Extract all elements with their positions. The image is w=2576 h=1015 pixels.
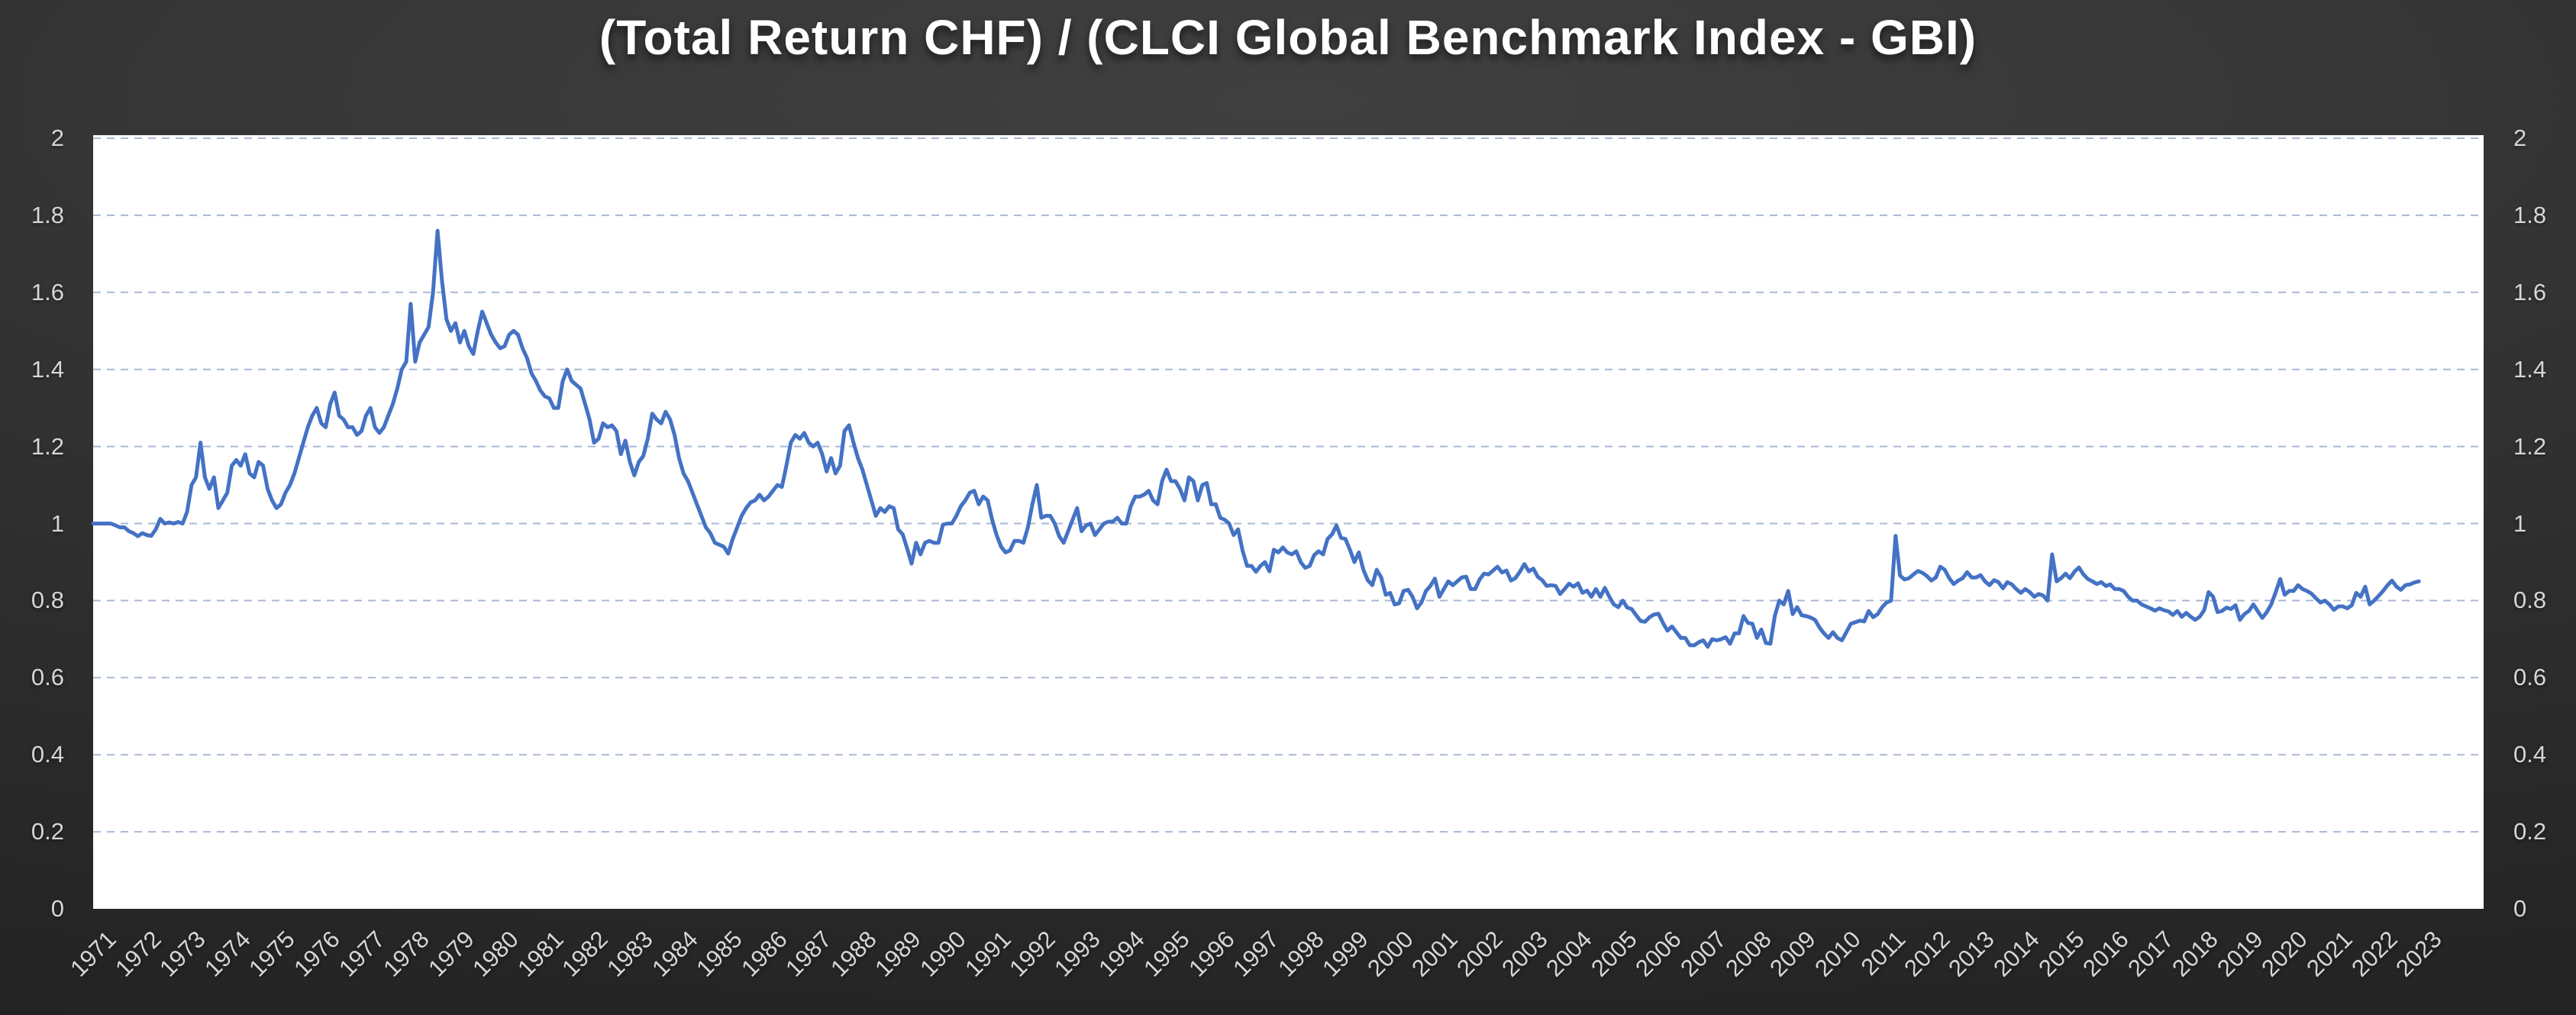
chart-title: (Total Return CHF) / (CLCI Global Benchm… — [599, 10, 1977, 65]
y-axis-tick-label-left: 1.2 — [31, 432, 64, 460]
y-axis-tick-label-left: 0.4 — [31, 741, 64, 768]
y-axis-tick-label-right: 1.2 — [2513, 432, 2547, 460]
y-axis-tick-label-left: 0.6 — [31, 664, 64, 691]
y-axis-tick-label-right: 0 — [2513, 895, 2527, 922]
y-axis-tick-label-left: 0.8 — [31, 587, 64, 614]
y-axis-tick-label-right: 0.8 — [2513, 587, 2547, 614]
y-axis-tick-label-left: 0 — [50, 895, 64, 922]
y-axis-tick-label-left: 1.8 — [31, 201, 64, 228]
y-axis-tick-label-right: 1.8 — [2513, 201, 2547, 228]
y-axis-tick-label-right: 2 — [2513, 124, 2527, 151]
series-line — [91, 228, 2421, 649]
y-axis-tick-label-left: 1 — [50, 509, 64, 537]
y-axis-tick-label-left: 1.4 — [31, 355, 64, 383]
y-axis-tick-label-right: 0.4 — [2513, 741, 2547, 768]
y-axis-tick-label-left: 1.6 — [31, 278, 64, 305]
y-axis-tick-label-left: 0.2 — [31, 818, 64, 845]
plot-background — [93, 135, 2484, 909]
y-axis-tick-label-left: 2 — [50, 124, 64, 151]
y-axis-tick-label-right: 0.2 — [2513, 818, 2547, 845]
y-axis-tick-label-right: 1.6 — [2513, 278, 2547, 305]
y-axis-tick-label-right: 1.4 — [2513, 355, 2547, 383]
y-axis-tick-label-right: 1 — [2513, 509, 2527, 537]
y-axis-tick-label-right: 0.6 — [2513, 664, 2547, 691]
